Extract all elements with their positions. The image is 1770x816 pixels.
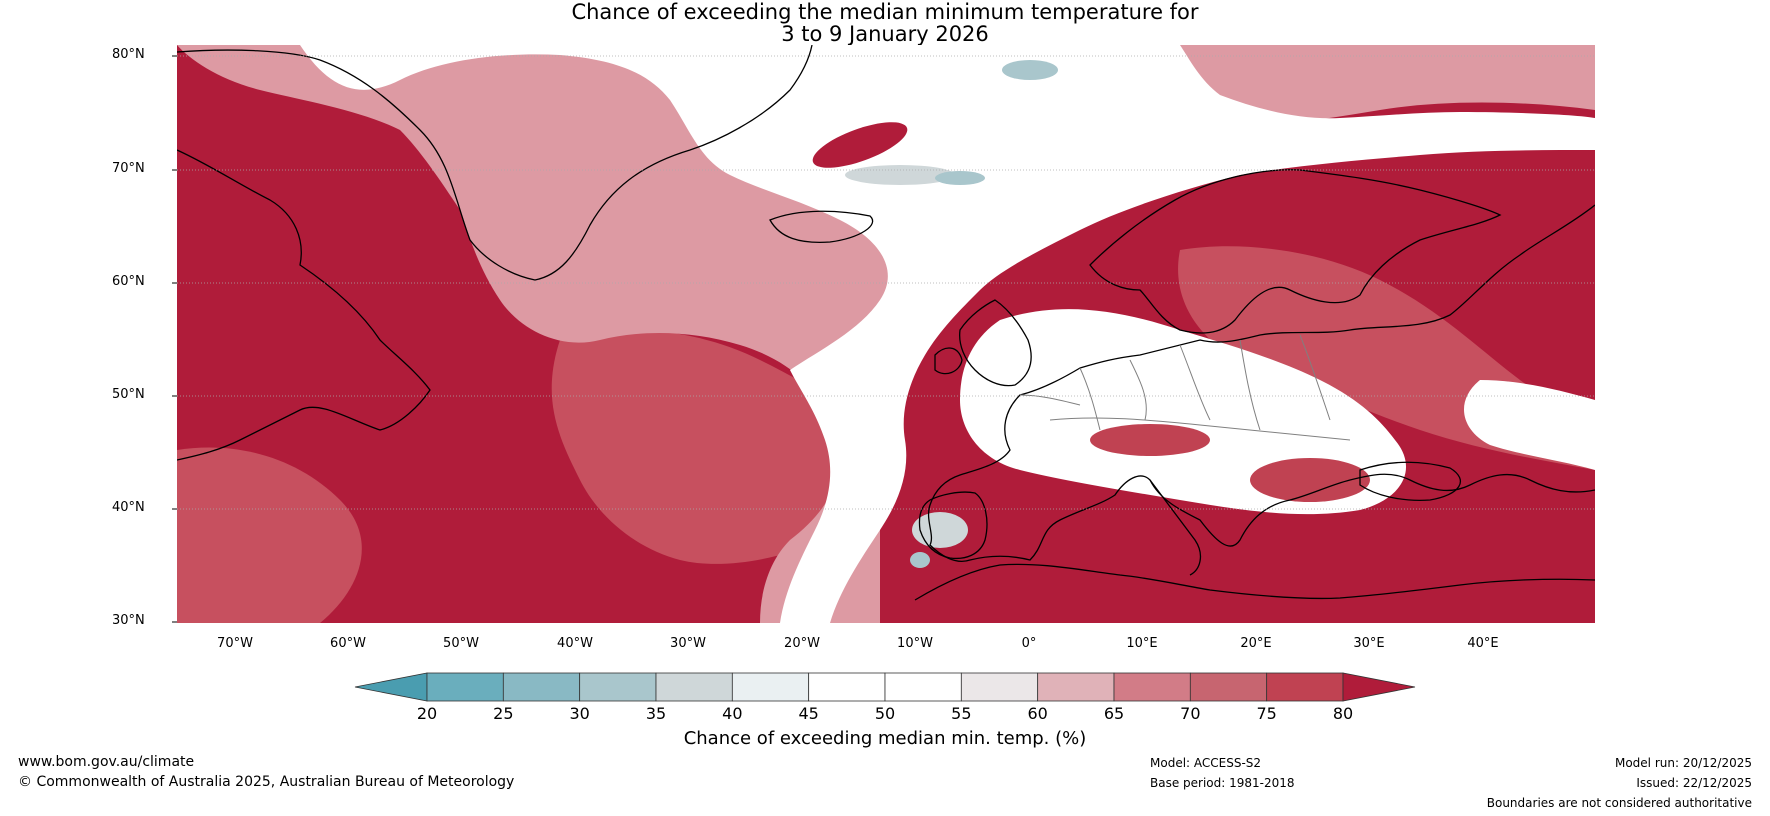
field-low-area xyxy=(912,512,968,548)
lon-label: 30°W xyxy=(670,636,706,651)
colorbar-segment xyxy=(960,672,1039,702)
colorbar xyxy=(354,672,1416,702)
lon-label: 70°W xyxy=(217,636,253,651)
field-neutral-area xyxy=(300,45,1595,623)
colorbar-tick-label: 80 xyxy=(1332,704,1354,723)
footer-issued: Issued: 22/12/2025 xyxy=(1636,776,1752,790)
field-mid-high-area xyxy=(551,329,868,564)
lat-label: 80°N xyxy=(112,47,145,62)
field-low-area xyxy=(1002,60,1058,80)
lon-label: 10°W xyxy=(897,636,933,651)
field-low-area xyxy=(910,552,930,568)
colorbar-segment xyxy=(655,672,733,702)
field-high-spot xyxy=(1090,424,1210,456)
lon-label: 40°W xyxy=(557,636,593,651)
map-title-line2: 3 to 9 January 2026 xyxy=(781,22,989,46)
coastlines xyxy=(177,45,1595,601)
colorbar-segment xyxy=(502,672,581,702)
lon-label: 40°E xyxy=(1467,636,1499,651)
colorbar-tick-label: 70 xyxy=(1180,704,1201,723)
lon-label: 60°W xyxy=(330,636,366,651)
footer-website: www.bom.gov.au/climate xyxy=(18,754,195,770)
lon-label: 20°E xyxy=(1240,636,1272,651)
colorbar-extend-high xyxy=(1342,672,1416,702)
colorbar-segment xyxy=(1189,672,1268,702)
field-neutral-area xyxy=(1463,380,1595,470)
colorbar-tick-label: 65 xyxy=(1103,704,1125,723)
colorbar-tick-label: 60 xyxy=(1027,704,1048,723)
map-field xyxy=(177,45,1595,623)
colorbar-tick-label: 25 xyxy=(493,704,514,723)
field-high-spot xyxy=(812,122,908,168)
country-borders xyxy=(1019,334,1351,441)
colorbar-segment xyxy=(884,672,962,702)
colorbar-segment xyxy=(731,672,810,702)
colorbar-tick-label: 45 xyxy=(798,704,819,723)
colorbar-segment xyxy=(1266,672,1344,702)
graticule xyxy=(177,55,1595,510)
lon-label: 20°W xyxy=(784,636,820,651)
colorbar-tick-label: 40 xyxy=(722,704,743,723)
lat-label: 30°N xyxy=(112,613,145,628)
colorbar-extend-low xyxy=(354,672,428,702)
colorbar-tick-label: 20 xyxy=(416,704,438,723)
lon-label: 50°W xyxy=(443,636,479,651)
footer-model-run: Model run: 20/12/2025 xyxy=(1614,756,1752,770)
lat-label: 40°N xyxy=(112,500,145,515)
lat-label: 50°N xyxy=(112,387,145,402)
colorbar-segment xyxy=(426,672,504,702)
colorbar-segment xyxy=(1037,672,1115,702)
footer-copyright: © Commonwealth of Australia 2025, Austra… xyxy=(18,774,515,790)
colorbar-segment xyxy=(579,672,657,702)
field-mid-area xyxy=(177,45,931,623)
colorbar-tick-label: 75 xyxy=(1256,704,1277,723)
footer-disclaimer: Boundaries are not considered authoritat… xyxy=(1486,796,1752,810)
lon-label: 0° xyxy=(1021,636,1037,651)
lat-ticks xyxy=(172,55,177,623)
lat-label: 60°N xyxy=(112,274,145,289)
field-high-spot xyxy=(1250,458,1370,502)
colorbar-segment xyxy=(808,672,886,702)
colorbar-tick-label: 50 xyxy=(874,704,896,723)
colorbar-tick-label: 55 xyxy=(951,704,972,723)
lon-label: 30°E xyxy=(1353,636,1385,651)
colorbar-segment xyxy=(1113,672,1191,702)
field-low-area xyxy=(935,171,985,185)
field-mid-high-area xyxy=(177,447,362,623)
colorbar-tick-label: 30 xyxy=(569,704,590,723)
footer-model: Model: ACCESS-S2 xyxy=(1150,756,1262,770)
footer-base-period: Base period: 1981-2018 xyxy=(1150,776,1295,790)
colorbar-tick-label: 35 xyxy=(645,704,667,723)
lon-label: 10°E xyxy=(1126,636,1158,651)
lat-label: 70°N xyxy=(112,161,145,176)
map-title-line1: Chance of exceeding the median minimum t… xyxy=(571,0,1199,24)
colorbar-label: Chance of exceeding median min. temp. (%… xyxy=(683,728,1087,749)
